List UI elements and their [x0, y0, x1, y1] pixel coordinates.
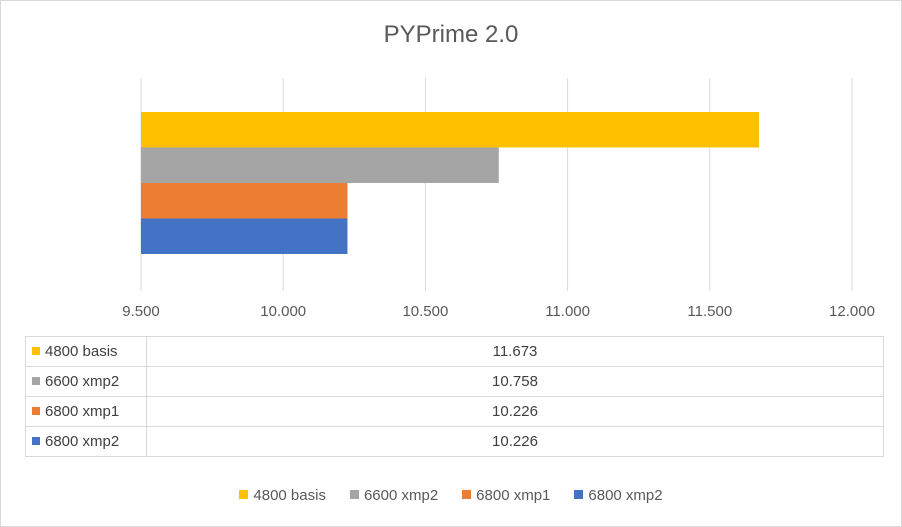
bar	[141, 112, 760, 148]
table-series-label: 4800 basis	[45, 343, 118, 360]
table-row: 6600 xmp2 10.758	[25, 366, 884, 397]
x-tick-label: 11.500	[687, 303, 732, 320]
table-row: 4800 basis 11.673	[25, 336, 884, 367]
plot-area: 9.500 10.000 10.500 11.000 11.500 12.000	[122, 78, 875, 320]
table-value-cell: 11.673	[146, 336, 884, 367]
legend-item: 6600 xmp2	[349, 487, 439, 504]
chart-title: PYPrime 2.0	[383, 21, 519, 48]
legend: 4800 basis 6600 xmp2 6800 xmp1 6800 xmp2	[1, 487, 901, 504]
table-series-cell: 6800 xmp2	[25, 426, 147, 457]
bar	[141, 147, 499, 183]
table-series-label: 6600 xmp2	[45, 373, 120, 390]
bar	[141, 218, 348, 254]
legend-swatch	[574, 490, 584, 499]
bar	[141, 183, 348, 219]
legend-item: 6800 xmp1	[462, 487, 550, 504]
legend-item: 4800 basis	[239, 487, 326, 504]
legend-label: 6800 xmp2	[588, 487, 663, 504]
table-series-label: 6800 xmp2	[45, 433, 120, 450]
legend-label: 6800 xmp1	[476, 487, 551, 504]
table-row: 6800 xmp2 10.226	[25, 426, 884, 457]
table-series-label: 6800 xmp1	[45, 403, 120, 420]
x-tick-label: 9.500	[122, 303, 160, 320]
legend-swatch	[349, 490, 359, 499]
series-swatch	[32, 437, 40, 445]
legend-label: 4800 basis	[253, 487, 326, 504]
table-row: 6800 xmp1 10.226	[25, 396, 884, 427]
table-series-cell: 6600 xmp2	[25, 366, 147, 397]
series-swatch	[32, 407, 40, 415]
x-tick-label: 12.000	[829, 303, 875, 320]
data-table: 4800 basis 11.673 6600 xmp2 10.758 6800 xmp1…	[25, 336, 884, 457]
x-tick-label: 10.000	[260, 303, 306, 320]
series-swatch	[32, 377, 40, 385]
table-value-cell: 10.758	[146, 366, 884, 397]
x-tick-label: 10.500	[402, 303, 448, 320]
series-swatch	[32, 347, 40, 355]
legend-swatch	[239, 490, 249, 499]
table-series-cell: 6800 xmp1	[25, 396, 147, 427]
legend-swatch	[462, 490, 472, 499]
table-series-cell: 4800 basis	[25, 336, 147, 367]
legend-label: 6600 xmp2	[363, 487, 439, 504]
legend-item: 6800 xmp2	[574, 487, 663, 504]
table-value-cell: 10.226	[146, 426, 884, 457]
x-tick-label: 11.000	[545, 303, 590, 320]
table-value-cell: 10.226	[146, 396, 884, 427]
